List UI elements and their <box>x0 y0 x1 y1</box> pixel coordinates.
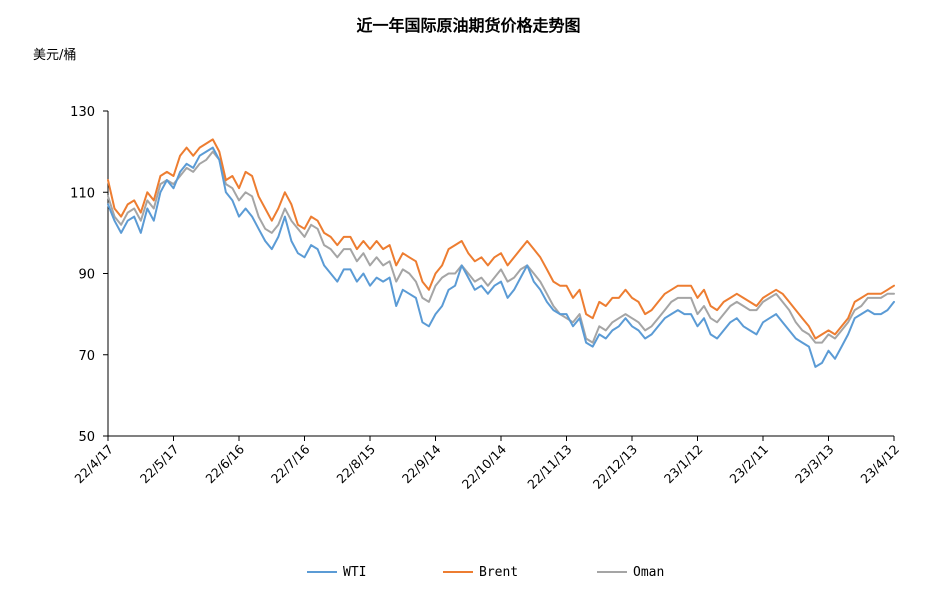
y-axis-unit-label: 美元/桶 <box>33 48 77 63</box>
x-tick-label: 22/8/15 <box>333 442 378 487</box>
x-tick-label: 23/4/12 <box>857 442 902 487</box>
legend-swatch-wti <box>307 571 337 573</box>
legend-label-oman: Oman <box>633 564 665 580</box>
x-tick-label: 22/6/16 <box>202 441 247 486</box>
series-layer <box>107 138 895 368</box>
x-tick-label: 23/3/13 <box>792 442 837 487</box>
y-tick-label: 70 <box>78 349 95 364</box>
y-tick-label: 110 <box>70 186 95 201</box>
y-axis: 50 70 90 110 130 <box>70 105 109 445</box>
x-tick-label: 22/12/13 <box>590 442 640 492</box>
x-tick-label: 23/2/11 <box>726 442 771 487</box>
x-tick-label: 22/11/13 <box>524 442 574 492</box>
x-tick-label: 23/1/12 <box>661 442 706 487</box>
legend-label-wti: WTI <box>343 564 367 580</box>
series-line-wti <box>107 146 895 368</box>
x-tick-label: 22/10/14 <box>459 441 509 491</box>
chart-title: 近一年国际原油期货价格走势图 <box>356 16 581 35</box>
legend-item-oman: Oman <box>597 562 664 582</box>
legend-label-brent: Brent <box>479 564 519 580</box>
x-tick-label: 22/7/16 <box>268 441 313 486</box>
x-axis: 22/4/17 22/5/17 22/6/16 22/7/16 22/8/15 22/9/… <box>71 435 902 492</box>
series-line-brent <box>107 138 895 340</box>
y-tick-label: 130 <box>70 105 95 120</box>
y-tick-label: 90 <box>78 268 95 283</box>
x-tick-label: 22/5/17 <box>137 442 182 487</box>
x-tick-label: 22/4/17 <box>71 442 116 487</box>
legend-item-wti: WTI <box>307 562 366 582</box>
legend-swatch-brent <box>443 571 473 573</box>
legend: WTI Brent Oman <box>0 562 937 582</box>
x-tick-label: 22/9/14 <box>399 441 444 486</box>
y-tick-label: 50 <box>78 430 95 445</box>
legend-item-brent: Brent <box>443 562 518 582</box>
series-line-oman <box>107 150 895 344</box>
legend-swatch-oman <box>597 571 627 573</box>
